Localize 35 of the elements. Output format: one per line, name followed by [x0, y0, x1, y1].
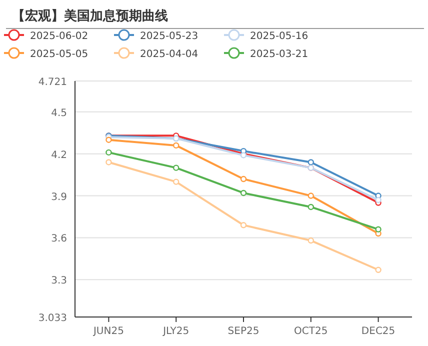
legend-label: 2025-05-16: [250, 31, 308, 42]
x-tick-label: OCT25: [294, 326, 328, 337]
y-tick-label: 3.3: [51, 276, 67, 287]
point: [240, 222, 247, 228]
point: [106, 136, 112, 143]
point: [308, 159, 314, 166]
point: [308, 192, 314, 199]
y-tick-label: 3.9: [51, 192, 67, 203]
point: [375, 196, 382, 204]
point: [240, 176, 247, 182]
point: [375, 226, 382, 232]
y-tick-label: 4.2: [51, 150, 67, 161]
point: [106, 159, 112, 166]
x-tick-label: JUN25: [92, 326, 124, 337]
chart-title: 【宏观】美国加息预期曲线: [12, 8, 168, 24]
point: [173, 178, 180, 185]
y-tick-label: 3.6: [51, 234, 67, 245]
x-tick-label: DEC25: [361, 326, 396, 337]
point: [173, 142, 180, 149]
point: [308, 237, 314, 244]
point: [308, 204, 314, 210]
point: [173, 164, 180, 171]
y-tick-label: 3.033: [38, 313, 67, 324]
y-tick-label: 4.721: [38, 77, 67, 88]
legend-label: 2025-06-02: [30, 31, 88, 42]
x-tick-label: JLY25: [162, 326, 190, 337]
legend-label: 2025-03-21: [250, 49, 308, 60]
legend-label: 2025-05-23: [140, 31, 198, 42]
y-tick-label: 4.5: [51, 108, 67, 119]
legend-label: 2025-04-04: [140, 49, 198, 60]
point: [375, 266, 382, 273]
legend-label: 2025-05-05: [30, 49, 88, 60]
point: [106, 149, 112, 156]
point: [240, 190, 247, 196]
x-tick-label: SEP25: [228, 326, 260, 337]
